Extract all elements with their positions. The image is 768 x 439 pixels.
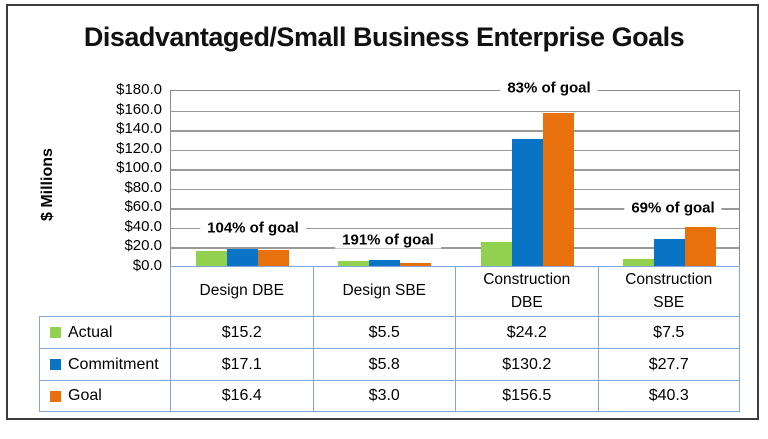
y-tick-120: $120.0 (116, 140, 162, 157)
y-tick-180: $180.0 (116, 81, 162, 98)
value-actual-construction-sbe: $7.5 (597, 316, 740, 348)
bar-actual-design-sbe (338, 260, 370, 266)
y-tick-100: $100.0 (116, 159, 162, 176)
gridline-100 (171, 169, 739, 171)
y-axis-title: $ Millions (39, 148, 56, 221)
category-header-construction-sbe: Construction SBE (597, 266, 740, 316)
bar-commitment-construction-sbe (654, 238, 686, 266)
value-actual-design-dbe: $15.2 (170, 316, 313, 348)
bar-goal-construction-sbe (685, 226, 717, 266)
y-tick-140: $140.0 (116, 120, 162, 137)
legend-item-actual: Actual (39, 316, 170, 348)
y-tick-40: $40.0 (124, 218, 162, 235)
annotation-construction-sbe: 69% of goal (624, 199, 722, 217)
value-goal-design-dbe: $16.4 (170, 380, 313, 412)
bar-actual-construction-dbe (480, 242, 512, 266)
legend-item-goal: Goal (39, 380, 170, 412)
annotation-design-sbe: 191% of goal (335, 231, 441, 249)
category-header-construction-dbe: Construction DBE (455, 266, 598, 316)
bar-goal-design-sbe (400, 263, 432, 266)
y-tick-20: $20.0 (124, 237, 162, 254)
value-actual-construction-dbe: $24.2 (455, 316, 598, 348)
legend-label-actual: Actual (68, 323, 113, 341)
category-header-design-dbe: Design DBE (170, 266, 313, 316)
bar-goal-design-dbe (257, 250, 289, 266)
bar-commitment-design-sbe (369, 260, 401, 266)
plot-area (170, 90, 740, 266)
annotation-construction-dbe: 83% of goal (500, 79, 598, 97)
chart-title: Disadvantaged/Small Business Enterprise … (83, 22, 685, 52)
y-tick-0: $0.0 (132, 257, 162, 274)
value-commitment-design-dbe: $17.1 (170, 348, 313, 380)
value-goal-design-sbe: $3.0 (312, 380, 455, 412)
gridline-20 (171, 247, 739, 249)
gridline-140 (171, 130, 739, 132)
bar-commitment-design-dbe (226, 249, 258, 266)
gridline-60 (171, 208, 739, 210)
bar-actual-construction-sbe (623, 258, 655, 266)
actual-swatch-icon (50, 327, 61, 338)
legend-item-commitment: Commitment (39, 348, 170, 380)
bar-goal-construction-dbe (542, 113, 574, 266)
value-goal-construction-sbe: $40.3 (597, 380, 740, 412)
legend-label-goal: Goal (68, 387, 102, 404)
value-commitment-construction-dbe: $130.2 (455, 348, 598, 380)
value-goal-construction-dbe: $156.5 (455, 380, 598, 412)
goal-swatch-icon (50, 390, 61, 402)
value-commitment-design-sbe: $5.8 (312, 348, 455, 380)
gridline-40 (171, 227, 739, 230)
bar-actual-design-dbe (195, 251, 227, 266)
gridline-80 (171, 188, 739, 191)
gridline-120 (171, 149, 739, 152)
value-commitment-construction-sbe: $27.7 (597, 348, 740, 380)
y-tick-60: $60.0 (124, 198, 162, 215)
y-tick-80: $80.0 (124, 179, 162, 196)
annotation-design-dbe: 104% of goal (200, 219, 306, 237)
table-corner-blank (39, 266, 170, 316)
value-actual-design-sbe: $5.5 (312, 316, 455, 348)
category-header-design-sbe: Design SBE (312, 266, 455, 316)
legend-label-commitment: Commitment (68, 355, 159, 373)
y-tick-160: $160.0 (116, 101, 162, 118)
commitment-swatch-icon (50, 359, 61, 370)
bar-commitment-construction-dbe (511, 138, 543, 266)
data-table: Design DBE Design SBE Construction DBE C… (39, 266, 740, 412)
gridline-160 (171, 110, 739, 113)
